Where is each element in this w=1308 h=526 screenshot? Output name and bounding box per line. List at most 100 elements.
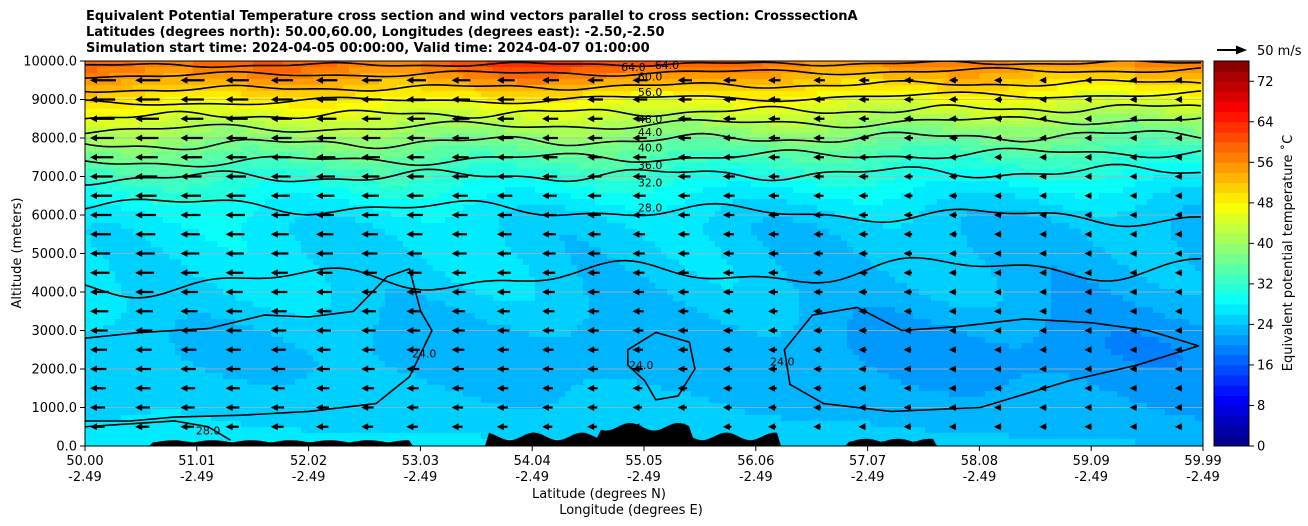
wind-vector-head [225,404,233,411]
wind-vector-head [90,115,97,123]
wind-vector-head [1084,250,1092,257]
wind-vector-head [406,211,414,219]
wind-vector-head [813,211,821,219]
x-tick-label-lon: -2.49 [292,470,326,485]
wind-vector-head [270,153,278,161]
wind-vector-head [813,423,821,431]
wind-vector-head [1084,76,1092,84]
wind-vector-head [451,134,459,142]
wind-vector-head [135,115,143,123]
wind-vector-head [1174,76,1182,84]
wind-vector-head [903,115,911,123]
wind-vector-head [406,346,414,354]
wind-vector-head [316,327,323,334]
colorbar-step [1214,273,1249,285]
wind-vector-head [858,346,866,354]
colorbar-step [1214,81,1249,92]
wind-vector-head [1129,288,1137,296]
wind-vector-head [406,404,414,411]
wind-vector-head [994,96,1001,103]
wind-vector-head [1129,192,1137,200]
contour-label: 24.0 [770,355,795,368]
wind-vector-head [90,173,97,180]
colorbar-step [1214,172,1249,184]
wind-vector-head [90,96,97,103]
wind-vector-head [316,250,323,257]
wind-vector-head [180,288,188,296]
wind-vector-head [1039,211,1047,219]
wind-vector-head [994,307,1001,315]
colorbar-frame [1213,60,1250,447]
x-tick-label-lon: -2.49 [404,470,438,485]
wind-vector-head [994,173,1001,180]
wind-vector-head [948,134,956,142]
wind-vector-head [180,96,188,103]
wind-vector-head [451,192,459,200]
wind-vector-head [316,423,323,431]
wind-vector-head [677,211,685,219]
wind-vector-head [225,115,233,123]
wind-vector-head [813,173,821,180]
wind-vector-head [722,134,730,142]
wind-vector-head [768,423,775,431]
wind-vector-head [722,230,730,238]
colorbar: 0 8 16 24 32 40 48 56 64 72 [1213,60,1274,455]
wind-vector-head [406,96,414,103]
wind-vector-head [948,307,956,315]
wind-vector-head [406,250,414,257]
wind-vector-head [1084,423,1092,431]
wind-vector-head [1084,346,1092,354]
wind-vector-head [948,76,956,84]
contour-line [85,66,1202,79]
wind-vector-head [948,384,956,392]
x-tick-label-lat: 52.02 [290,454,327,469]
wind-vector-head [1174,365,1182,373]
wind-vector-head [587,404,595,411]
colorbar-step [1214,253,1249,265]
wind-vector-head [496,365,504,373]
wind-vector-head [858,173,866,180]
wind-vector-head [632,153,640,161]
colorbar-step [1214,405,1249,417]
wind-vector-head [858,76,866,84]
wind-vector-head [270,115,278,123]
wind-vector-head [677,423,685,431]
wind-vector-head [316,346,323,354]
wind-vector-head [677,115,685,123]
wind-vector-head [1039,327,1047,334]
wind-vector-head [903,365,911,373]
wind-vector-head [316,96,323,103]
wind-vectors [90,76,1183,431]
wind-vector-head [813,384,821,392]
wind-vector-head [858,365,866,373]
wind-vector-head [722,115,730,123]
wind-vector-head [587,96,595,103]
colorbar-step [1214,375,1249,386]
wind-vector-head [135,307,143,315]
wind-vector-head [316,288,323,296]
x-tick-label-lat: 56.06 [737,454,774,469]
wind-vector-head [361,211,369,219]
wind-vector-head [1039,153,1047,161]
wind-vector-head [813,134,821,142]
wind-vector-head [903,327,911,334]
y-tick-label: 0.0 [56,440,77,455]
wind-vector-head [496,346,504,354]
wind-vector-head [632,384,640,392]
wind-vector-head [813,288,821,296]
contour-line [85,420,231,441]
colorbar-step [1214,162,1249,173]
wind-vector-head [813,250,821,257]
wind-vector-head [994,211,1001,219]
wind-vector-head [270,307,278,315]
wind-vector-head [542,269,549,277]
contour-label: 24.0 [629,359,654,372]
wind-vector-head [1084,384,1092,392]
wind-vector-head [361,288,369,296]
x-tick-label-lat: 53.03 [402,454,439,469]
colorbar-tick-label: 40 [1257,237,1274,252]
wind-vector-head [948,115,956,123]
wind-vector-head [632,76,640,84]
wind-vector-head [135,96,143,103]
wind-vector-head [587,250,595,257]
